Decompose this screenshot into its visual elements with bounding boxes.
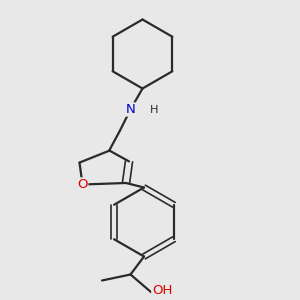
Text: N: N [126, 103, 135, 116]
Text: H: H [150, 105, 159, 116]
Text: O: O [77, 178, 88, 191]
Text: OH: OH [152, 284, 172, 298]
